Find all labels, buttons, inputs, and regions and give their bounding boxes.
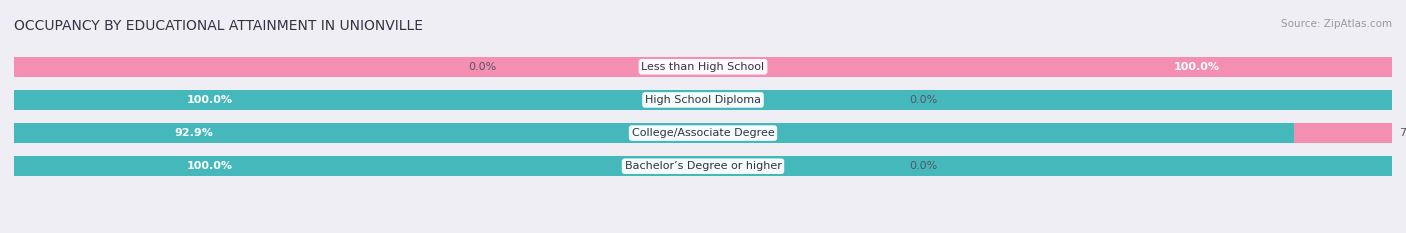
Text: 100.0%: 100.0% [186, 95, 232, 105]
Text: 0.0%: 0.0% [910, 161, 938, 171]
Text: OCCUPANCY BY EDUCATIONAL ATTAINMENT IN UNIONVILLE: OCCUPANCY BY EDUCATIONAL ATTAINMENT IN U… [14, 19, 423, 33]
Text: High School Diploma: High School Diploma [645, 95, 761, 105]
Text: 7.1%: 7.1% [1399, 128, 1406, 138]
Text: Less than High School: Less than High School [641, 62, 765, 72]
Text: 0.0%: 0.0% [910, 95, 938, 105]
Text: College/Associate Degree: College/Associate Degree [631, 128, 775, 138]
Text: Source: ZipAtlas.com: Source: ZipAtlas.com [1281, 19, 1392, 29]
Bar [14, 156, 1392, 176]
Bar [14, 57, 1392, 77]
Bar [14, 123, 1294, 143]
Text: 100.0%: 100.0% [1174, 62, 1220, 72]
Bar [14, 90, 1392, 110]
Bar [14, 123, 1392, 143]
Bar [14, 156, 1392, 176]
Text: 92.9%: 92.9% [174, 128, 214, 138]
Bar [14, 90, 1392, 110]
Text: 100.0%: 100.0% [186, 161, 232, 171]
Text: Bachelor’s Degree or higher: Bachelor’s Degree or higher [624, 161, 782, 171]
Text: 0.0%: 0.0% [468, 62, 496, 72]
Bar [14, 57, 1392, 77]
Bar [1294, 123, 1392, 143]
